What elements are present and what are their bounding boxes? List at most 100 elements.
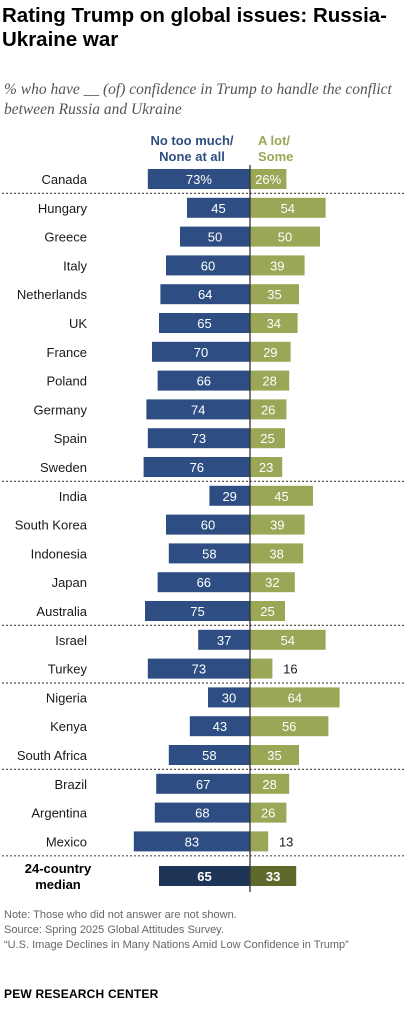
bar-no-confidence-kenya [189,716,250,737]
value-no-confidence-kenya: 43 [213,719,227,734]
value-confidence-brazil: 28 [262,777,276,792]
value-no-confidence-spain: 73 [192,431,206,446]
category-label-australia: Australia [36,604,87,619]
value-confidence-sweden: 23 [259,460,273,475]
bar-no-confidence-south-africa [168,745,250,765]
value-confidence-uk: 34 [267,316,281,331]
category-label-poland: Poland [47,374,87,389]
bar-no-confidence-germany [146,399,250,420]
bar-no-confidence-hungary [187,197,250,218]
category-label-israel: Israel [55,633,87,648]
bar-confidence-israel [250,629,326,650]
value-no-confidence-poland: 66 [197,374,211,389]
bar-confidence-argentina [250,802,287,823]
bar-confidence-hungary [250,197,326,218]
value-confidence-netherlands: 35 [267,287,281,302]
value-confidence-24-country-median: 33 [266,869,280,884]
category-label-greece: Greece [44,230,87,245]
value-no-confidence-sweden: 76 [190,460,204,475]
value-no-confidence-italy: 60 [201,258,215,273]
value-confidence-indonesia: 38 [269,546,283,561]
bar-no-confidence-indonesia [168,543,250,564]
value-no-confidence-south-korea: 60 [201,518,215,533]
value-no-confidence-uk: 65 [197,316,211,331]
bar-no-confidence-uk [159,313,250,333]
source-text: Source: Spring 2025 Global Attitudes Sur… [4,924,224,936]
value-no-confidence-mexico: 83 [185,834,199,849]
value-confidence-germany: 26 [261,402,275,417]
value-confidence-france: 29 [263,345,277,360]
bar-confidence-netherlands [250,284,299,305]
chart-title: Rating Trump on global issues: Russia-Uk… [2,4,387,51]
bar-confidence-france [250,341,291,362]
value-no-confidence-france: 70 [194,345,208,360]
bar-no-confidence-sweden [143,457,250,477]
bar-no-confidence-mexico [133,831,250,852]
chart-subtitle: % who have __ (of) confidence in Trump t… [4,81,392,118]
value-no-confidence-24-country-median: 65 [197,869,211,884]
category-label-france: France [47,345,87,360]
bar-confidence-greece [250,226,320,247]
notes: Note: Those who did not answer are not s… [4,908,409,953]
bar-confidence-spain [250,428,285,449]
category-label-indonesia: Indonesia [31,546,88,561]
bar-confidence-south-korea [250,514,305,535]
bar-confidence-india [250,485,313,506]
bar-no-confidence-japan [157,572,250,593]
median-label-line1: 24-country [25,861,92,876]
category-label-italy: Italy [63,258,87,273]
legend-confidence-line1: A lot/ [258,133,290,148]
legend-confidence-line2: Some [258,149,293,164]
bar-confidence-australia [250,601,285,621]
bar-confidence-nigeria [250,687,340,708]
value-no-confidence-hungary: 45 [211,201,225,216]
value-confidence-mexico: 13 [279,834,293,849]
bar-confidence-south-africa [250,745,299,765]
value-no-confidence-india: 29 [222,489,236,504]
value-confidence-greece: 50 [278,230,292,245]
bar-confidence-kenya [250,716,329,737]
category-label-japan: Japan [52,575,87,590]
bar-no-confidence-india [209,485,250,506]
value-confidence-spain: 25 [260,431,274,446]
value-confidence-poland: 28 [262,374,276,389]
value-confidence-hungary: 54 [281,201,295,216]
value-no-confidence-nigeria: 30 [222,690,236,705]
category-label-nigeria: Nigeria [46,690,88,705]
bar-confidence-turkey [250,658,273,679]
category-label-india: India [59,489,88,504]
value-confidence-south-africa: 35 [267,748,281,763]
value-confidence-nigeria: 64 [288,690,302,705]
report-title: “U.S. Image Declines in Many Nations Ami… [4,939,349,951]
category-label-sweden: Sweden [40,460,87,475]
category-label-canada: Canada [41,172,87,187]
bar-confidence-24-country-median [250,866,297,886]
bar-no-confidence-argentina [154,802,250,823]
category-label-germany: Germany [34,402,88,417]
category-label-south-korea: South Korea [15,518,88,533]
value-confidence-argentina: 26 [261,806,275,821]
bar-no-confidence-poland [157,370,250,391]
category-label-argentina: Argentina [31,806,87,821]
bar-confidence-brazil [250,773,290,794]
legend-no-confidence-line2: None at all [159,149,225,164]
value-no-confidence-israel: 37 [217,633,231,648]
category-label-brazil: Brazil [54,777,87,792]
value-no-confidence-indonesia: 58 [202,546,216,561]
value-no-confidence-netherlands: 64 [198,287,212,302]
bar-confidence-japan [250,572,295,593]
bar-no-confidence-greece [180,226,250,247]
note-text: Note: Those who did not answer are not s… [4,909,237,921]
legend-no-confidence-line1: No too much/ [150,133,233,148]
bar-confidence-sweden [250,457,283,477]
category-label-spain: Spain [54,431,87,446]
value-confidence-canada: 26% [255,172,281,187]
bar-no-confidence-canada [147,169,250,189]
value-no-confidence-argentina: 68 [195,806,209,821]
bar-confidence-germany [250,399,287,420]
bar-no-confidence-france [152,341,250,362]
bar-no-confidence-turkey [147,658,250,679]
bar-no-confidence-nigeria [208,687,250,708]
category-label-hungary: Hungary [38,201,88,216]
